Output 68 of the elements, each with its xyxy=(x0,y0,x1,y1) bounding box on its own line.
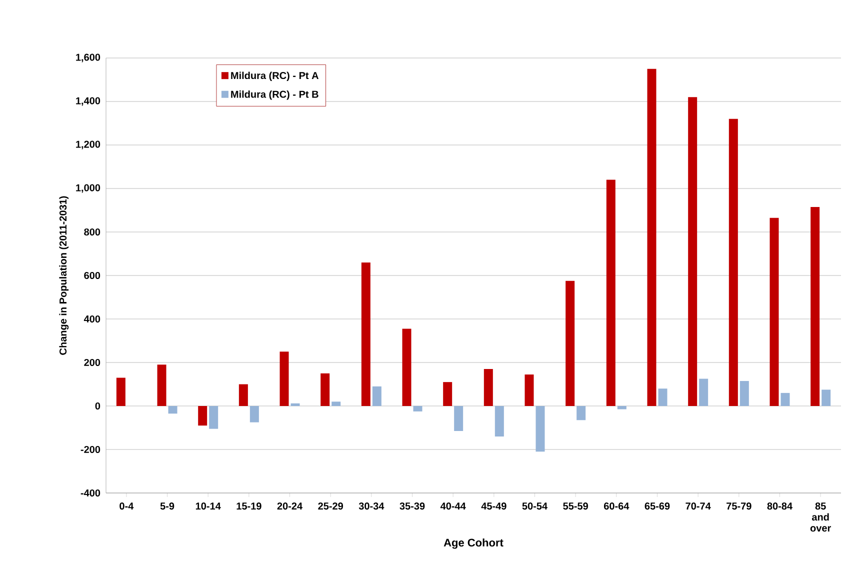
y-tick-label: 1,600 xyxy=(76,54,100,62)
bar xyxy=(780,392,790,406)
bar xyxy=(250,406,259,422)
bar xyxy=(494,406,504,436)
x-tick-label: 15-19 xyxy=(236,502,262,510)
y-tick-label: 1,400 xyxy=(76,97,100,106)
y-tick-label: -200 xyxy=(80,446,100,454)
bar xyxy=(740,380,749,406)
x-tick-label: 80-84 xyxy=(767,502,792,510)
bar xyxy=(443,382,452,406)
x-tick-label: 85 and over xyxy=(810,502,831,532)
bar xyxy=(361,262,370,406)
y-tick-label: 600 xyxy=(84,272,100,280)
x-tick-label: 40-44 xyxy=(440,502,466,510)
bar xyxy=(699,378,708,406)
y-tick-label: 800 xyxy=(84,228,100,236)
y-tick-label: -400 xyxy=(80,489,100,497)
bar xyxy=(770,218,779,406)
legend-label: Mildura (RC) - Pt B xyxy=(231,90,318,100)
x-tick-label: 70-74 xyxy=(686,502,711,510)
bar xyxy=(332,402,341,406)
x-tick-label: 55-59 xyxy=(563,502,588,510)
y-tick-label: 1,200 xyxy=(76,140,100,150)
bar xyxy=(576,406,586,420)
x-tick-label: 65-69 xyxy=(644,502,670,510)
y-tick-label: 0 xyxy=(95,402,100,410)
x-axis-title: Age Cohort xyxy=(444,538,504,549)
x-tick-label: 75-79 xyxy=(726,502,752,510)
x-tick-label: 0-4 xyxy=(120,502,134,510)
bar xyxy=(290,403,300,406)
x-tick-label: 30-34 xyxy=(358,502,384,510)
bar xyxy=(728,118,738,406)
bar xyxy=(402,328,412,406)
bar xyxy=(168,406,178,414)
x-tick-label: 10-14 xyxy=(196,502,221,510)
bar xyxy=(688,97,698,406)
y-tick-label: 400 xyxy=(84,315,100,323)
bar xyxy=(320,373,330,406)
bar xyxy=(372,386,382,406)
x-tick-label: 20-24 xyxy=(277,502,302,510)
x-tick-label: 35-39 xyxy=(400,502,425,510)
bar xyxy=(454,406,464,431)
bar xyxy=(524,374,534,406)
x-tick-label: 50-54 xyxy=(522,502,548,510)
bar xyxy=(822,390,831,406)
bar xyxy=(536,406,545,452)
y-tick-label: 1,000 xyxy=(76,184,100,193)
bar xyxy=(810,206,820,406)
bar xyxy=(413,406,422,412)
y-axis-title: Change in Population (2011-2031) xyxy=(59,196,69,355)
bar xyxy=(280,352,289,406)
bar xyxy=(209,406,218,429)
x-tick-label: 25-29 xyxy=(318,502,343,510)
x-tick-label: 60-64 xyxy=(604,502,630,510)
bar xyxy=(647,68,656,406)
bar xyxy=(617,406,626,410)
bar xyxy=(198,406,208,426)
y-tick-label: 200 xyxy=(84,358,100,366)
legend-label: Mildura (RC) - Pt A xyxy=(231,72,319,82)
bar xyxy=(484,369,493,406)
bar xyxy=(606,180,616,406)
x-tick-label: 45-49 xyxy=(481,502,506,510)
bar xyxy=(116,378,126,406)
bar xyxy=(566,280,575,406)
bar xyxy=(658,388,668,406)
bar xyxy=(238,384,248,406)
x-tick-label: 5-9 xyxy=(160,502,174,510)
bar xyxy=(157,364,166,406)
